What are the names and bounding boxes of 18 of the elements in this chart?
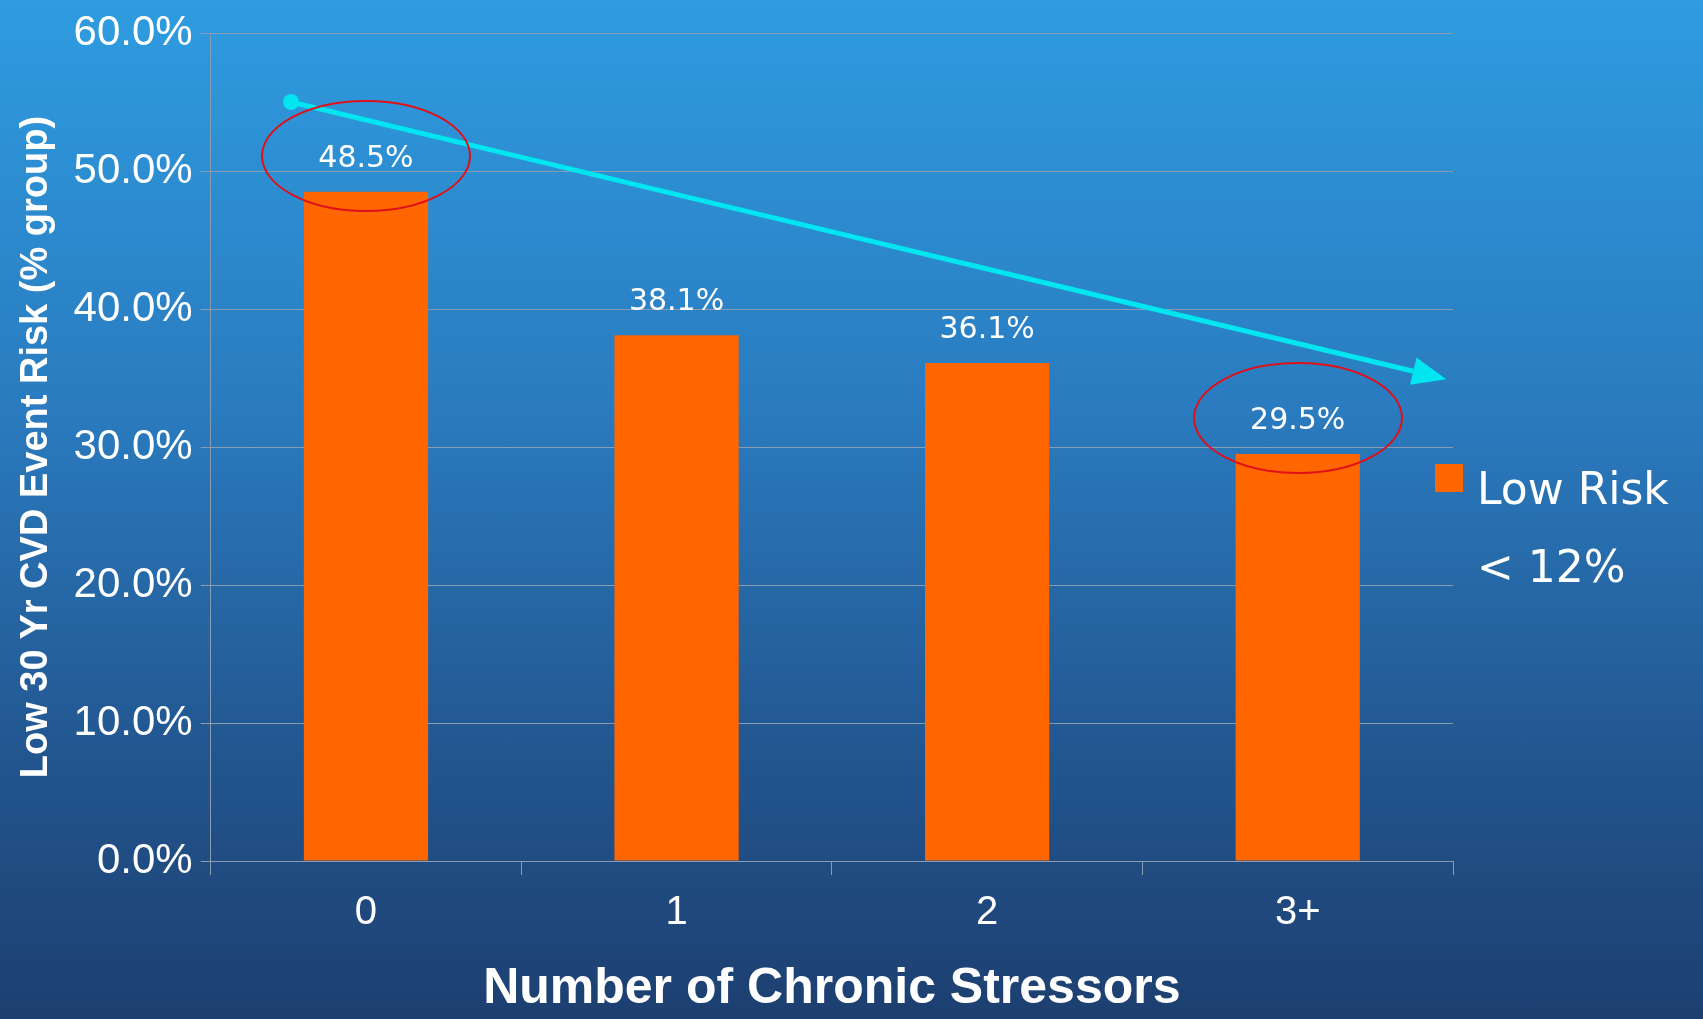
- text: 29.5%: [1250, 400, 1346, 436]
- x-tick-label: 2: [976, 888, 999, 933]
- x-tick-label: 3+: [1274, 888, 1321, 933]
- x-tick-label: 1: [665, 888, 688, 933]
- legend-label: Low Risk < 12%: [1477, 462, 1670, 594]
- y-tick-label: 40.0%: [73, 282, 193, 330]
- text: 36.1%: [939, 309, 1035, 345]
- y-tick-label: 20.0%: [73, 558, 193, 606]
- y-tick-label: 50.0%: [73, 144, 193, 192]
- text: 48.5%: [318, 138, 414, 174]
- x-axis-title: Number of Chronic Stressors: [483, 957, 1181, 1014]
- y-axis-title: Low 30 Yr CVD Event Risk (% group): [13, 115, 56, 779]
- y-tick-label: 10.0%: [73, 696, 193, 744]
- y-tick-label: 30.0%: [73, 420, 193, 468]
- y-tick-label: 0.0%: [96, 834, 193, 882]
- text: 38.1%: [628, 282, 725, 318]
- y-tick-label: 60.0%: [73, 6, 193, 54]
- x-tick-label: 0: [354, 888, 378, 933]
